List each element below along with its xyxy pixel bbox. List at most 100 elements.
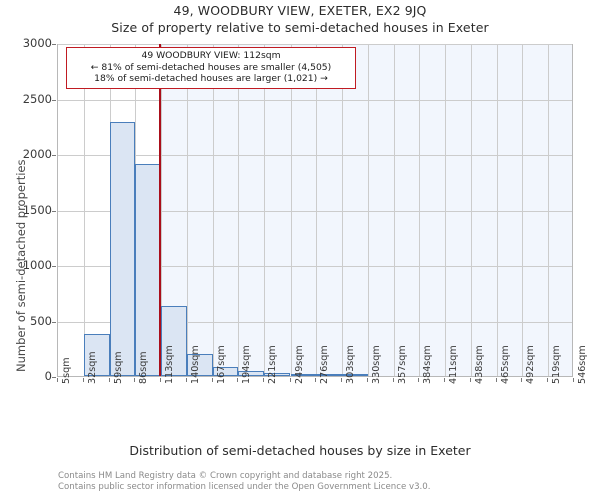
y-tick-mark xyxy=(52,99,56,101)
footer-line-1: Contains HM Land Registry data © Crown c… xyxy=(58,471,393,481)
annotation-box: 49 WOODBURY VIEW: 112sqm ← 81% of semi-d… xyxy=(66,47,356,89)
y-tick-mark xyxy=(52,266,56,267)
x-tick-label: 276sqm xyxy=(319,345,331,384)
gridline-vertical xyxy=(186,44,188,376)
x-tick-mark xyxy=(160,378,161,382)
annotation-line-2: ← 81% of semi-detached houses are smalle… xyxy=(90,61,332,73)
x-tick-mark xyxy=(185,378,187,382)
x-tick-mark xyxy=(289,378,291,382)
y-tick-label: 500 xyxy=(30,313,52,328)
x-tick-label: 411sqm xyxy=(448,345,460,384)
y-tick-label: 1500 xyxy=(22,202,52,217)
x-tick-mark xyxy=(469,378,471,382)
histogram-bar xyxy=(290,373,317,376)
x-tick-label: 438sqm xyxy=(473,345,485,384)
x-tick-mark xyxy=(211,378,213,382)
attribution-footer: Contains HM Land Registry data © Crown c… xyxy=(58,471,430,493)
x-tick-mark xyxy=(366,378,368,382)
gridline-horizontal xyxy=(58,99,572,101)
histogram-bar xyxy=(342,374,368,376)
x-axis-title: Distribution of semi-detached houses by … xyxy=(129,443,471,458)
histogram-bar xyxy=(161,306,187,376)
y-tick-mark xyxy=(52,210,56,212)
x-tick-mark xyxy=(444,378,446,382)
histogram-bar xyxy=(316,374,343,376)
plot-area xyxy=(57,44,573,377)
x-tick-mark xyxy=(495,378,497,382)
x-tick-label: 249sqm xyxy=(293,345,305,384)
x-tick-label: 167sqm xyxy=(215,345,227,384)
x-tick-mark xyxy=(341,378,343,382)
gridline-vertical xyxy=(496,44,498,376)
gridline-vertical xyxy=(290,44,292,376)
y-tick-mark xyxy=(52,377,56,378)
gridline-horizontal xyxy=(58,266,572,267)
gridline-vertical xyxy=(264,44,266,376)
histogram-bar xyxy=(135,164,161,376)
histogram-bar xyxy=(238,371,265,376)
y-tick-mark xyxy=(52,155,56,156)
histogram-bar xyxy=(212,367,239,376)
x-tick-mark xyxy=(392,378,394,382)
gridline-vertical xyxy=(445,44,447,376)
x-tick-label: 59sqm xyxy=(112,351,124,384)
annotation-line-3: 18% of semi-detached houses are larger (… xyxy=(94,73,328,84)
x-tick-mark xyxy=(547,378,549,382)
x-tick-label: 221sqm xyxy=(267,345,279,384)
gridline-vertical xyxy=(548,44,550,376)
y-tick-label: 0 xyxy=(44,369,52,383)
gridline-vertical xyxy=(419,44,421,376)
x-tick-label: 492sqm xyxy=(525,345,537,384)
histogram-bar xyxy=(109,121,136,376)
x-tick-label: 519sqm xyxy=(551,345,563,384)
x-tick-mark xyxy=(315,378,317,382)
x-tick-label: 357sqm xyxy=(396,345,408,384)
x-tick-mark xyxy=(108,378,110,382)
x-tick-mark xyxy=(82,378,84,382)
y-tick-label: 2500 xyxy=(22,91,52,106)
x-tick-label: 465sqm xyxy=(499,345,511,384)
page-title: 49, WOODBURY VIEW, EXETER, EX2 9JQ xyxy=(173,3,427,18)
chart-subtitle: Size of property relative to semi-detach… xyxy=(111,20,489,35)
y-tick-mark xyxy=(52,321,56,323)
x-tick-label: 384sqm xyxy=(422,345,434,384)
x-tick-mark xyxy=(521,378,523,382)
x-tick-label: 546sqm xyxy=(577,345,588,384)
x-tick-mark xyxy=(418,378,420,382)
y-axis-tick-labels: 0 500 1000 1500 2000 2500 3000 xyxy=(0,0,52,500)
x-tick-label: 303sqm xyxy=(345,345,357,384)
histogram-bar xyxy=(264,372,290,376)
gridline-vertical xyxy=(367,44,369,376)
y-tick-label: 3000 xyxy=(22,36,52,50)
x-tick-label: 86sqm xyxy=(138,351,150,384)
gridline-vertical xyxy=(522,44,524,376)
annotation-line-1: 49 WOODBURY VIEW: 112sqm xyxy=(141,50,281,61)
gridline-horizontal xyxy=(58,155,572,156)
x-tick-mark xyxy=(237,378,239,382)
gridline-vertical xyxy=(212,44,214,376)
x-tick-label: 113sqm xyxy=(164,345,175,384)
histogram-bar xyxy=(186,353,213,376)
shaded-larger-region xyxy=(160,44,572,376)
y-tick-mark xyxy=(52,44,56,45)
x-tick-mark xyxy=(57,378,58,382)
gridline-vertical xyxy=(342,44,344,376)
gridline-vertical xyxy=(238,44,240,376)
y-tick-label: 2000 xyxy=(22,147,52,161)
gridline-vertical xyxy=(470,44,472,376)
histogram-bar xyxy=(83,333,110,376)
gridline-vertical xyxy=(316,44,318,376)
gridline-vertical xyxy=(393,44,395,376)
x-tick-mark xyxy=(573,378,574,382)
gridline-vertical xyxy=(161,44,162,376)
y-tick-label: 1000 xyxy=(22,258,52,272)
x-tick-label: 32sqm xyxy=(86,351,98,384)
y-axis-title: Number of semi-detached properties xyxy=(14,159,28,372)
x-tick-label: 140sqm xyxy=(189,345,201,384)
footer-line-2: Contains public sector information licen… xyxy=(58,482,431,492)
x-tick-mark xyxy=(263,378,265,382)
x-tick-label: 5sqm xyxy=(61,357,72,384)
gridline-horizontal xyxy=(58,210,572,212)
x-tick-label: 194sqm xyxy=(241,345,253,384)
